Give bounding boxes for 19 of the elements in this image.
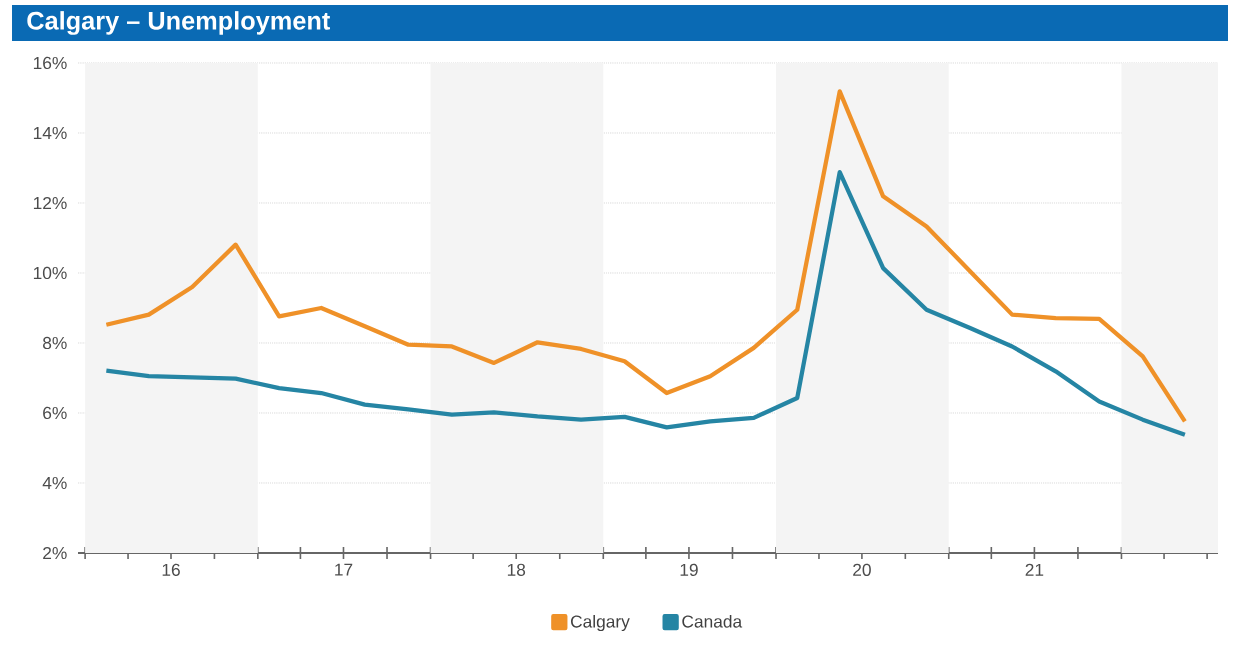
y-tick-label: 6%: [43, 406, 67, 420]
y-tick-label: 12%: [33, 196, 67, 210]
x-tick-label: 18: [507, 563, 526, 576]
x-tick-label: 20: [853, 563, 871, 576]
x-tick-label: 17: [335, 563, 353, 576]
x-tick-label: 19: [680, 563, 698, 576]
y-tick-label: 16%: [33, 56, 67, 70]
y-tick-label: 2%: [43, 546, 67, 560]
y-tick-label: 14%: [33, 126, 67, 140]
legend-label: Canada: [682, 614, 743, 628]
line-series: [104, 89, 1188, 424]
x-tick-label: 21: [1025, 563, 1044, 576]
y-tick-label: 8%: [43, 336, 67, 350]
chart-title: Calgary – Unemployment: [27, 11, 330, 35]
y-tick-label: 10%: [33, 266, 67, 280]
x-tick-label: 16: [162, 563, 180, 576]
y-tick-label: 4%: [42, 476, 67, 490]
legend-label: Calgary: [571, 614, 630, 632]
line-series: [104, 170, 1188, 437]
